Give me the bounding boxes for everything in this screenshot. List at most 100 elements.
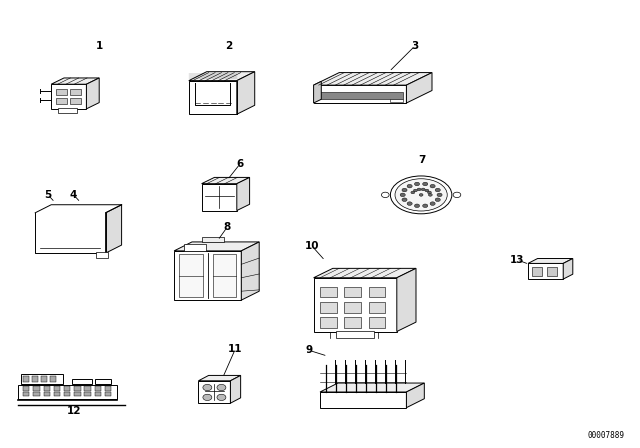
Polygon shape (51, 78, 99, 84)
Text: 1: 1 (95, 41, 103, 51)
Polygon shape (390, 99, 403, 102)
Circle shape (425, 189, 429, 192)
Polygon shape (84, 392, 91, 396)
Polygon shape (174, 251, 241, 300)
Polygon shape (237, 72, 255, 114)
Polygon shape (23, 386, 29, 391)
Polygon shape (70, 98, 81, 104)
Polygon shape (406, 73, 432, 103)
Text: 3: 3 (411, 41, 419, 51)
Circle shape (422, 204, 428, 207)
Circle shape (435, 188, 440, 192)
Polygon shape (369, 317, 385, 328)
Circle shape (430, 184, 435, 188)
Polygon shape (50, 376, 56, 382)
Polygon shape (23, 376, 29, 382)
Polygon shape (51, 84, 86, 109)
Circle shape (422, 182, 428, 186)
Polygon shape (105, 392, 111, 396)
Polygon shape (314, 268, 416, 278)
Polygon shape (369, 302, 385, 313)
Polygon shape (106, 205, 122, 253)
Polygon shape (314, 82, 321, 103)
Polygon shape (528, 263, 563, 279)
Circle shape (415, 204, 420, 207)
Circle shape (411, 191, 415, 194)
Polygon shape (54, 386, 60, 391)
Polygon shape (314, 85, 406, 103)
Polygon shape (72, 379, 92, 384)
Text: 13: 13 (510, 255, 524, 265)
Polygon shape (64, 392, 70, 396)
Polygon shape (320, 287, 337, 297)
Polygon shape (532, 267, 542, 276)
Polygon shape (95, 386, 101, 391)
Polygon shape (198, 381, 230, 403)
Polygon shape (336, 331, 374, 338)
Text: 10: 10 (305, 241, 319, 251)
Text: 4: 4 (70, 190, 77, 200)
Polygon shape (58, 108, 77, 113)
Polygon shape (174, 242, 259, 251)
Circle shape (428, 191, 431, 194)
Polygon shape (320, 302, 337, 313)
Polygon shape (64, 386, 70, 391)
Circle shape (417, 188, 421, 191)
Polygon shape (320, 383, 424, 392)
Polygon shape (33, 392, 40, 396)
Circle shape (413, 189, 417, 192)
Polygon shape (95, 392, 101, 396)
Text: 6: 6 (236, 159, 244, 169)
Polygon shape (314, 278, 397, 332)
Polygon shape (237, 177, 250, 211)
Polygon shape (96, 252, 108, 258)
Polygon shape (32, 376, 38, 382)
Circle shape (217, 384, 226, 391)
Text: 9: 9 (305, 345, 313, 355)
Polygon shape (18, 385, 117, 399)
Circle shape (419, 194, 423, 196)
Circle shape (437, 193, 442, 197)
Polygon shape (369, 287, 385, 297)
Polygon shape (397, 268, 416, 332)
Circle shape (407, 184, 412, 188)
Ellipse shape (390, 176, 452, 214)
Polygon shape (84, 386, 91, 391)
Polygon shape (70, 89, 81, 95)
Polygon shape (528, 258, 573, 263)
Text: 8: 8 (223, 222, 231, 232)
Polygon shape (44, 392, 50, 396)
Polygon shape (189, 81, 237, 114)
Polygon shape (105, 386, 111, 391)
Polygon shape (21, 374, 63, 384)
Ellipse shape (395, 179, 447, 211)
Polygon shape (56, 98, 67, 104)
Polygon shape (547, 267, 557, 276)
Circle shape (203, 394, 212, 401)
Polygon shape (320, 392, 406, 408)
Circle shape (435, 198, 440, 202)
Polygon shape (189, 72, 255, 81)
Text: 12: 12 (67, 406, 81, 416)
Polygon shape (317, 92, 403, 99)
Circle shape (203, 384, 212, 391)
Polygon shape (198, 375, 241, 381)
Polygon shape (563, 258, 573, 279)
Circle shape (415, 182, 420, 186)
Polygon shape (95, 379, 111, 384)
Circle shape (402, 188, 407, 192)
Polygon shape (33, 386, 40, 391)
Polygon shape (44, 386, 50, 391)
Text: 11: 11 (228, 344, 243, 353)
Text: 2: 2 (225, 41, 233, 51)
Ellipse shape (453, 192, 461, 198)
Polygon shape (54, 392, 60, 396)
Circle shape (400, 193, 405, 197)
Polygon shape (241, 242, 259, 300)
Polygon shape (344, 287, 361, 297)
Polygon shape (344, 317, 361, 328)
Circle shape (430, 202, 435, 206)
Polygon shape (74, 392, 81, 396)
Polygon shape (86, 78, 99, 109)
Polygon shape (202, 177, 250, 184)
